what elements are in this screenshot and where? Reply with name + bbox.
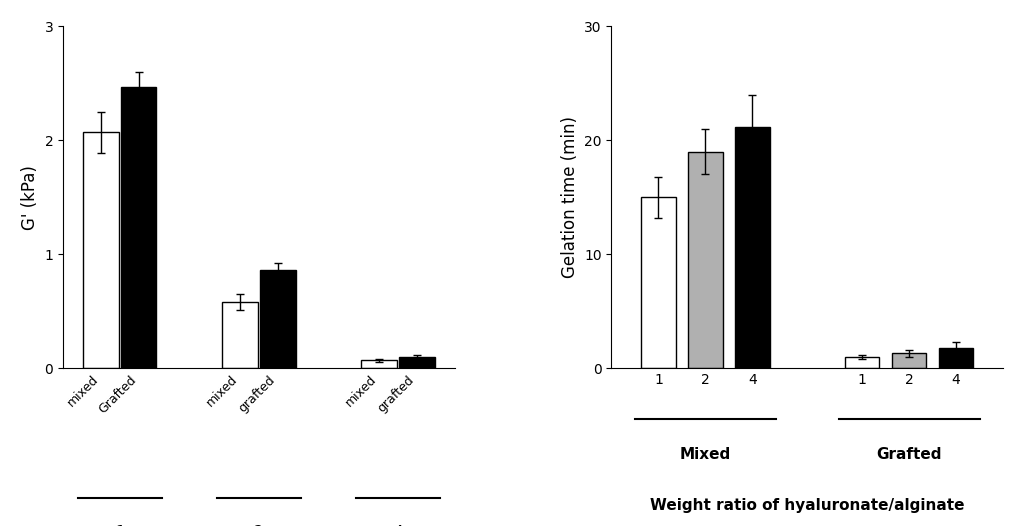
Bar: [83, 133, 119, 368]
Bar: [121, 87, 157, 368]
Bar: [641, 197, 676, 368]
Bar: [892, 353, 927, 368]
Text: 2: 2: [254, 525, 263, 526]
Bar: [735, 127, 770, 368]
Bar: [939, 348, 974, 368]
Text: Grafted: Grafted: [877, 447, 942, 462]
Bar: [688, 151, 723, 368]
Text: 4: 4: [393, 525, 402, 526]
Bar: [845, 357, 880, 368]
Y-axis label: Gelation time (min): Gelation time (min): [560, 116, 579, 278]
Bar: [361, 360, 396, 368]
Text: Weight ratio of hyaluronate/alginate: Weight ratio of hyaluronate/alginate: [650, 498, 965, 513]
Text: 1: 1: [115, 525, 125, 526]
Bar: [260, 270, 296, 368]
Bar: [222, 302, 258, 368]
Y-axis label: G' (kPa): G' (kPa): [20, 165, 39, 230]
Text: Mixed: Mixed: [680, 447, 731, 462]
Bar: [399, 357, 434, 368]
